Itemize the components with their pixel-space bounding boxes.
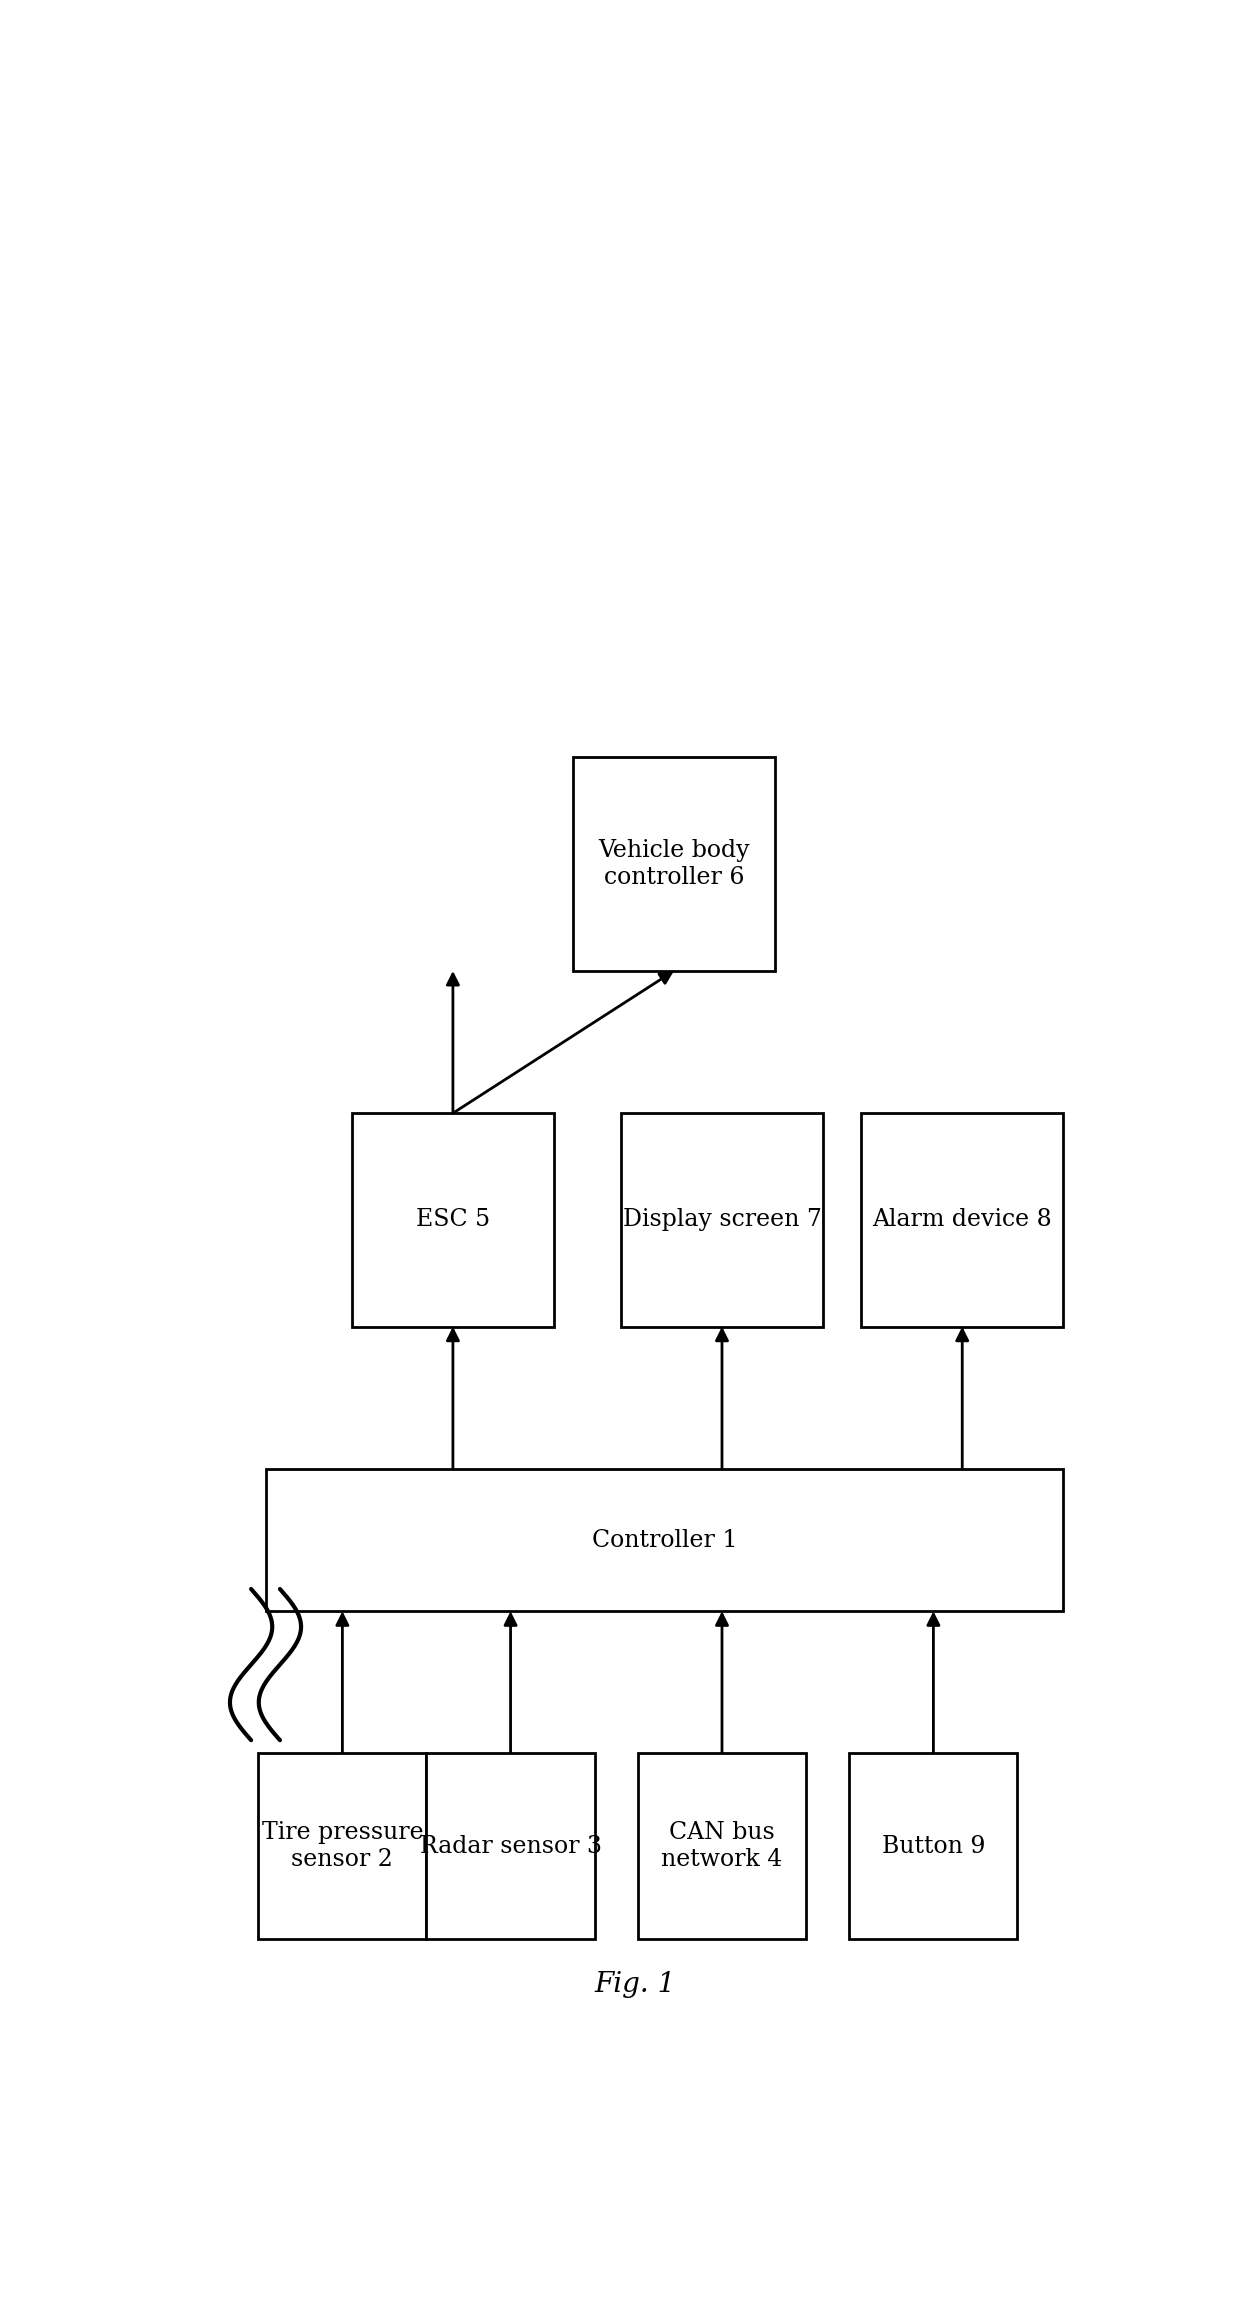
Text: Alarm device 8: Alarm device 8: [873, 1208, 1052, 1231]
Text: Radar sensor 3: Radar sensor 3: [419, 1834, 601, 1857]
FancyBboxPatch shape: [637, 1753, 806, 1940]
Text: Display screen 7: Display screen 7: [622, 1208, 821, 1231]
FancyBboxPatch shape: [862, 1113, 1063, 1326]
Text: Vehicle body
controller 6: Vehicle body controller 6: [598, 839, 750, 889]
FancyBboxPatch shape: [258, 1753, 427, 1940]
FancyBboxPatch shape: [573, 758, 775, 970]
Text: Tire pressure
sensor 2: Tire pressure sensor 2: [262, 1820, 423, 1871]
Text: CAN bus
network 4: CAN bus network 4: [661, 1820, 782, 1871]
Text: Controller 1: Controller 1: [591, 1529, 737, 1552]
Text: ESC 5: ESC 5: [415, 1208, 490, 1231]
FancyBboxPatch shape: [265, 1469, 1063, 1612]
FancyBboxPatch shape: [849, 1753, 1018, 1940]
Text: Button 9: Button 9: [882, 1834, 985, 1857]
FancyBboxPatch shape: [621, 1113, 823, 1326]
FancyBboxPatch shape: [427, 1753, 595, 1940]
FancyBboxPatch shape: [352, 1113, 554, 1326]
Text: Fig. 1: Fig. 1: [595, 1970, 676, 1998]
